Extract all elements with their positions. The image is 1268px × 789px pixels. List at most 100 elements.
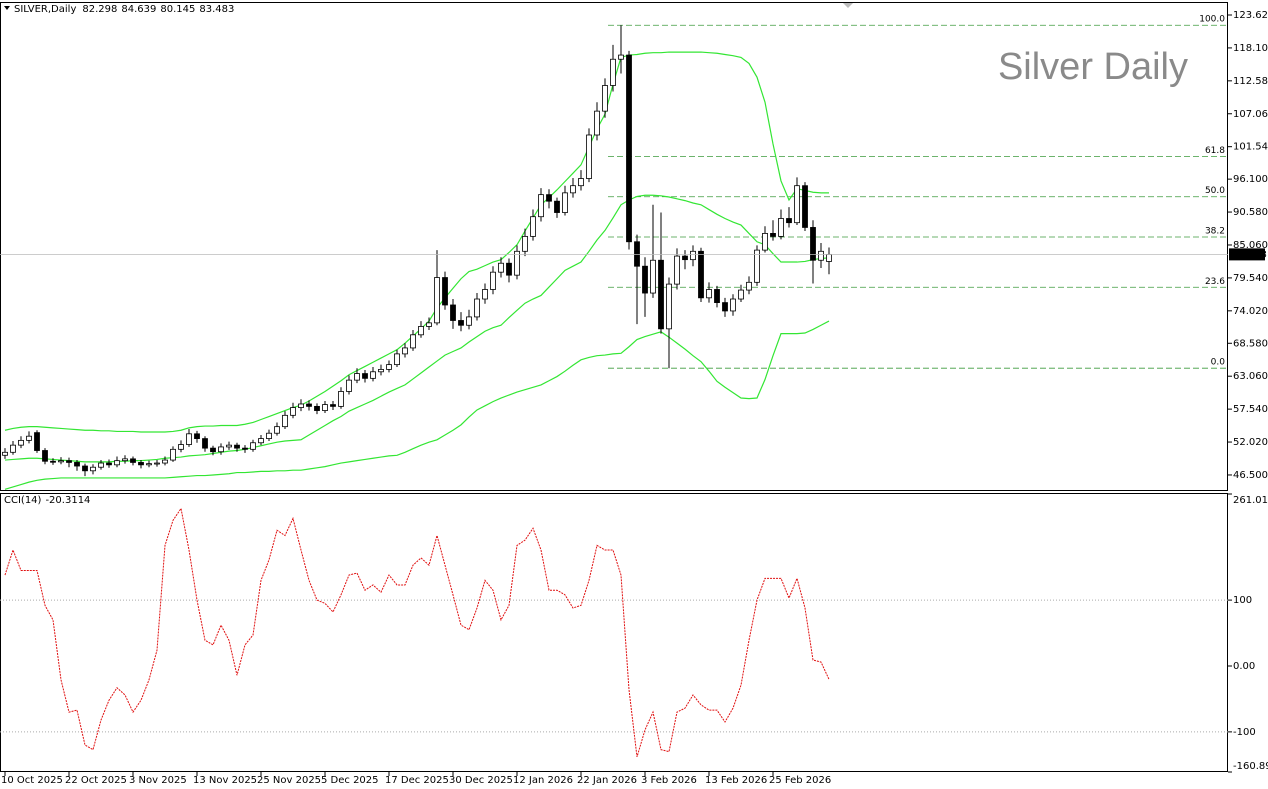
y-tick-label: -100 bbox=[1233, 727, 1256, 738]
candle-body bbox=[394, 353, 400, 366]
candle-body bbox=[706, 289, 712, 299]
candle-body bbox=[42, 450, 48, 462]
y-tick-label: 85.060 bbox=[1233, 240, 1268, 251]
y-tick-label: 57.540 bbox=[1233, 404, 1268, 415]
main-panel-frame bbox=[0, 2, 1228, 491]
candle-body bbox=[186, 433, 192, 445]
candle-body bbox=[826, 253, 832, 262]
y-tick-label: 96.100 bbox=[1233, 174, 1268, 185]
cci-line bbox=[4, 507, 830, 758]
x-tick-label: 10 Oct 2025 bbox=[1, 775, 63, 786]
low-value: 80.145 bbox=[160, 4, 195, 15]
candle-body bbox=[506, 262, 512, 276]
candle-body bbox=[178, 444, 184, 450]
candle-body bbox=[714, 289, 720, 303]
candle-body bbox=[642, 265, 648, 294]
shift-marker bbox=[843, 3, 853, 8]
candle-body bbox=[154, 462, 160, 465]
candle-body bbox=[410, 334, 416, 349]
candle-body bbox=[306, 403, 312, 407]
band-line bbox=[4, 320, 830, 490]
candle-body bbox=[170, 448, 176, 461]
candle-body bbox=[242, 447, 248, 450]
candle-body bbox=[682, 255, 688, 261]
candle-body bbox=[194, 433, 200, 439]
x-tick-label: 5 Dec 2025 bbox=[321, 775, 379, 786]
x-tick-label: 3 Feb 2026 bbox=[641, 775, 697, 786]
candle-body bbox=[386, 364, 392, 370]
candle-body bbox=[426, 322, 432, 327]
candle-body bbox=[802, 185, 808, 228]
candle-body bbox=[610, 58, 616, 86]
candle-body bbox=[258, 438, 264, 444]
candle-body bbox=[138, 462, 144, 466]
fib-label: 100.0 bbox=[1199, 15, 1225, 25]
candle-body bbox=[690, 250, 696, 261]
candle-body bbox=[602, 85, 608, 112]
candle-body bbox=[754, 249, 760, 283]
candle-body bbox=[674, 255, 680, 285]
candle-body bbox=[562, 192, 568, 213]
band-line bbox=[4, 51, 829, 433]
symbol: SILVER,Daily bbox=[14, 4, 76, 15]
x-tick-label: 25 Nov 2025 bbox=[257, 775, 321, 786]
band-line bbox=[4, 194, 830, 463]
symbol-icon bbox=[4, 6, 10, 10]
candle-body bbox=[594, 110, 600, 136]
fib-label: 23.6 bbox=[1205, 277, 1225, 287]
candle-body bbox=[18, 439, 24, 446]
candle-body bbox=[538, 194, 544, 218]
y-tick-label: 46.500 bbox=[1233, 470, 1268, 481]
candle-body bbox=[98, 462, 104, 468]
chart-header: SILVER,Daily 82.298 84.639 80.145 83.483 bbox=[14, 4, 234, 15]
candle-body bbox=[626, 54, 632, 243]
candle-body bbox=[466, 316, 472, 326]
candle-body bbox=[146, 463, 152, 466]
candle-body bbox=[274, 426, 280, 434]
candle-body bbox=[346, 379, 352, 392]
candle-body bbox=[378, 368, 384, 373]
candle-body bbox=[202, 438, 208, 449]
candle-body bbox=[730, 298, 736, 312]
candle-body bbox=[770, 233, 776, 237]
x-tick-label: 13 Nov 2025 bbox=[193, 775, 257, 786]
candle-body bbox=[546, 194, 552, 202]
candle-body bbox=[50, 460, 56, 463]
candle-body bbox=[330, 404, 336, 407]
candle-body bbox=[434, 277, 440, 324]
candle-body bbox=[762, 233, 768, 251]
candle-body bbox=[66, 460, 72, 463]
x-tick-label: 3 Nov 2025 bbox=[129, 775, 187, 786]
candle-body bbox=[370, 371, 376, 379]
x-tick-label: 25 Feb 2026 bbox=[769, 775, 831, 786]
candle-body bbox=[482, 289, 488, 300]
candle-body bbox=[82, 465, 88, 472]
chart-title: Silver Daily bbox=[998, 46, 1188, 88]
cci-panel-frame bbox=[0, 493, 1228, 772]
price-tag bbox=[1229, 248, 1265, 261]
candle-body bbox=[650, 259, 656, 294]
candle-body bbox=[162, 459, 168, 464]
candle-body bbox=[74, 462, 80, 467]
candle-body bbox=[698, 250, 704, 299]
candle-body bbox=[114, 460, 120, 466]
candle-body bbox=[498, 262, 504, 273]
price-tag-label: 83.483 bbox=[1232, 249, 1267, 260]
indicator-value: -20.3114 bbox=[45, 495, 90, 506]
y-tick-label: 107.060 bbox=[1233, 109, 1268, 120]
candle-body bbox=[130, 458, 136, 463]
fib-label: 50.0 bbox=[1205, 186, 1225, 196]
y-tick-label: 101.540 bbox=[1233, 142, 1268, 153]
candle-body bbox=[514, 250, 520, 276]
high-value: 84.639 bbox=[121, 4, 156, 15]
candle-body bbox=[122, 458, 128, 462]
candle-body bbox=[490, 271, 496, 290]
fib-label: 0.0 bbox=[1211, 358, 1226, 368]
indicator-header: CCI(14) -20.3114 bbox=[4, 495, 90, 506]
candle-body bbox=[530, 216, 536, 237]
candle-body bbox=[618, 54, 624, 60]
indicator-name: CCI(14) bbox=[4, 495, 42, 506]
